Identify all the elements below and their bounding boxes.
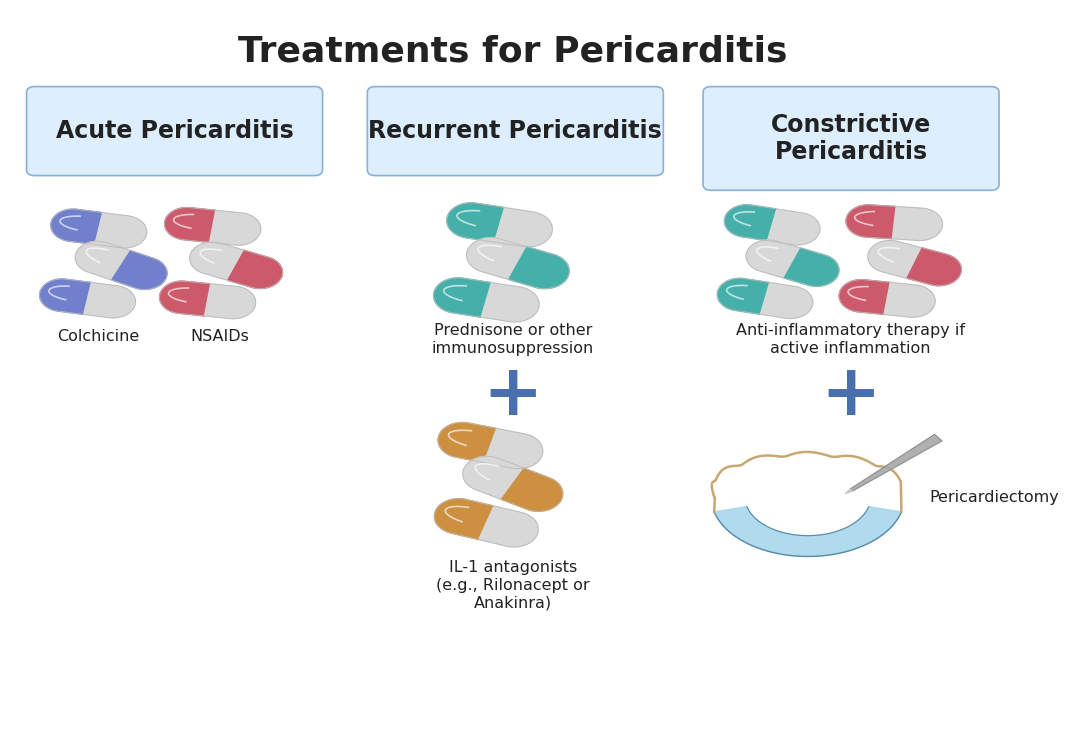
Polygon shape (76, 241, 131, 280)
FancyBboxPatch shape (367, 86, 663, 176)
Polygon shape (111, 251, 167, 289)
Polygon shape (850, 434, 942, 491)
Polygon shape (846, 489, 852, 494)
Polygon shape (462, 456, 524, 499)
Polygon shape (747, 493, 868, 536)
FancyBboxPatch shape (27, 86, 323, 176)
Polygon shape (51, 209, 103, 245)
Polygon shape (40, 279, 92, 315)
Polygon shape (482, 283, 539, 322)
Polygon shape (746, 240, 801, 278)
Polygon shape (210, 211, 260, 245)
Polygon shape (228, 250, 283, 289)
Text: Recurrent Pericarditis: Recurrent Pericarditis (368, 119, 662, 143)
Text: Colchicine: Colchicine (56, 329, 139, 344)
Polygon shape (725, 205, 777, 241)
Polygon shape (160, 281, 211, 316)
Polygon shape (501, 468, 563, 511)
Polygon shape (484, 429, 543, 469)
Text: Constrictive
Pericarditis: Constrictive Pericarditis (771, 112, 931, 164)
Text: Anti-inflammatory therapy if
active inflammation: Anti-inflammatory therapy if active infl… (735, 324, 966, 356)
Polygon shape (885, 283, 935, 317)
Polygon shape (495, 208, 552, 247)
Polygon shape (447, 203, 504, 242)
Polygon shape (868, 240, 922, 278)
Polygon shape (478, 506, 538, 547)
Polygon shape (760, 283, 813, 318)
Text: IL-1 antagonists
(e.g., Rilonacept or
Anakinra): IL-1 antagonists (e.g., Rilonacept or An… (436, 560, 590, 610)
Polygon shape (509, 247, 569, 289)
Text: +: + (821, 361, 881, 430)
Text: NSAIDs: NSAIDs (190, 329, 249, 344)
Polygon shape (164, 208, 216, 243)
Polygon shape (717, 278, 770, 314)
Polygon shape (768, 209, 820, 245)
Polygon shape (784, 248, 839, 286)
Text: +: + (483, 361, 543, 430)
Text: Pericardiectomy: Pericardiectomy (930, 490, 1059, 504)
Text: Prednisone or other
immunosuppression: Prednisone or other immunosuppression (432, 324, 594, 356)
Polygon shape (190, 242, 244, 280)
Polygon shape (467, 237, 527, 280)
Polygon shape (839, 280, 890, 315)
FancyBboxPatch shape (703, 86, 999, 190)
Polygon shape (714, 507, 902, 557)
Text: Treatments for Pericarditis: Treatments for Pericarditis (238, 35, 787, 69)
Polygon shape (892, 207, 943, 240)
Polygon shape (204, 284, 256, 318)
Polygon shape (83, 283, 135, 318)
Polygon shape (907, 248, 961, 286)
Polygon shape (434, 498, 494, 539)
Text: Acute Pericarditis: Acute Pericarditis (56, 119, 294, 143)
Polygon shape (95, 213, 147, 248)
Polygon shape (438, 423, 497, 463)
Polygon shape (846, 205, 896, 239)
Polygon shape (433, 278, 491, 317)
